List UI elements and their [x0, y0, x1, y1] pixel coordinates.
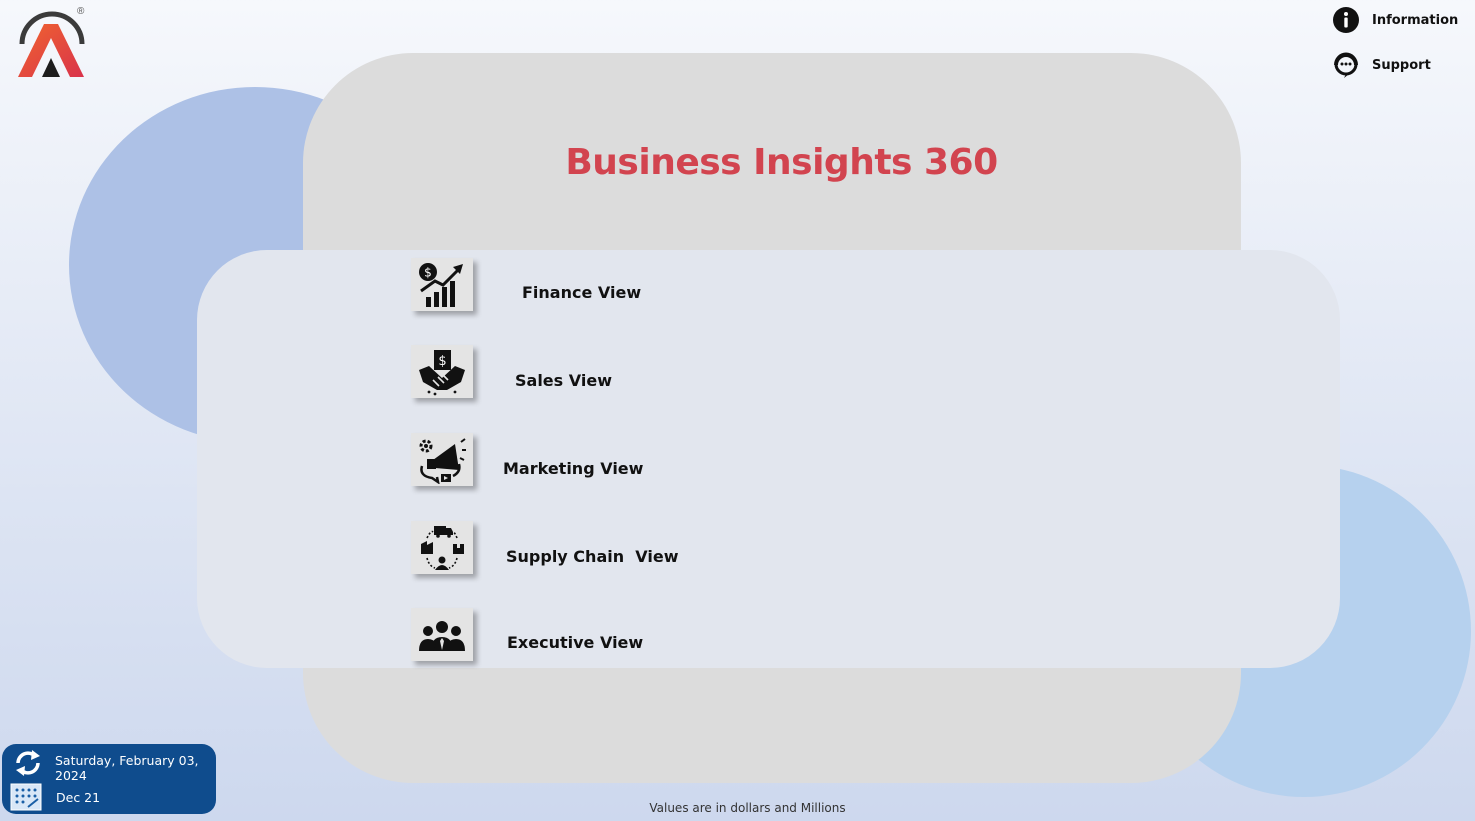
values-footnote: Values are in dollars and Millions	[649, 801, 846, 815]
registered-mark: ®	[77, 6, 85, 17]
executive-view-button[interactable]	[411, 608, 473, 661]
data-period: Dec 21	[56, 790, 101, 805]
supply-chain-view-button[interactable]	[411, 521, 473, 574]
executive-view-label[interactable]: Executive View	[507, 633, 644, 652]
refresh-icon[interactable]	[12, 747, 44, 779]
support-label: Support	[1372, 57, 1431, 73]
info-icon	[1333, 7, 1359, 33]
marketing-view-label[interactable]: Marketing View	[503, 459, 644, 478]
navigation-panel	[197, 250, 1340, 668]
finance-chart-icon: $	[419, 262, 463, 307]
support-chat-icon	[1334, 52, 1358, 78]
calendar-icon	[10, 783, 42, 811]
supply-chain-view-label[interactable]: Supply Chain View	[506, 547, 679, 566]
information-label: Information	[1372, 12, 1459, 28]
finance-view-button[interactable]: $	[411, 258, 473, 311]
executives-icon	[419, 620, 465, 651]
page-title: Business Insights 360	[565, 142, 998, 183]
finance-view-label[interactable]: Finance View	[522, 283, 642, 302]
last-refresh-date: Saturday, February 03, 2024	[55, 753, 199, 783]
support-link[interactable]: Support	[1332, 51, 1431, 79]
sales-view-label[interactable]: Sales View	[515, 371, 612, 390]
svg-text:$: $	[424, 265, 432, 279]
information-link[interactable]: Information	[1332, 6, 1458, 34]
refresh-info-box: Saturday, February 03, 2024 Dec 21	[2, 744, 216, 814]
handshake-icon: $	[419, 349, 465, 395]
marketing-view-button[interactable]	[411, 433, 473, 486]
megaphone-icon	[419, 437, 466, 484]
sales-view-button[interactable]: $	[411, 345, 473, 398]
svg-text:$: $	[438, 354, 446, 369]
supply-chain-icon	[421, 525, 464, 570]
atliq-logo-icon: ®	[14, 6, 90, 80]
